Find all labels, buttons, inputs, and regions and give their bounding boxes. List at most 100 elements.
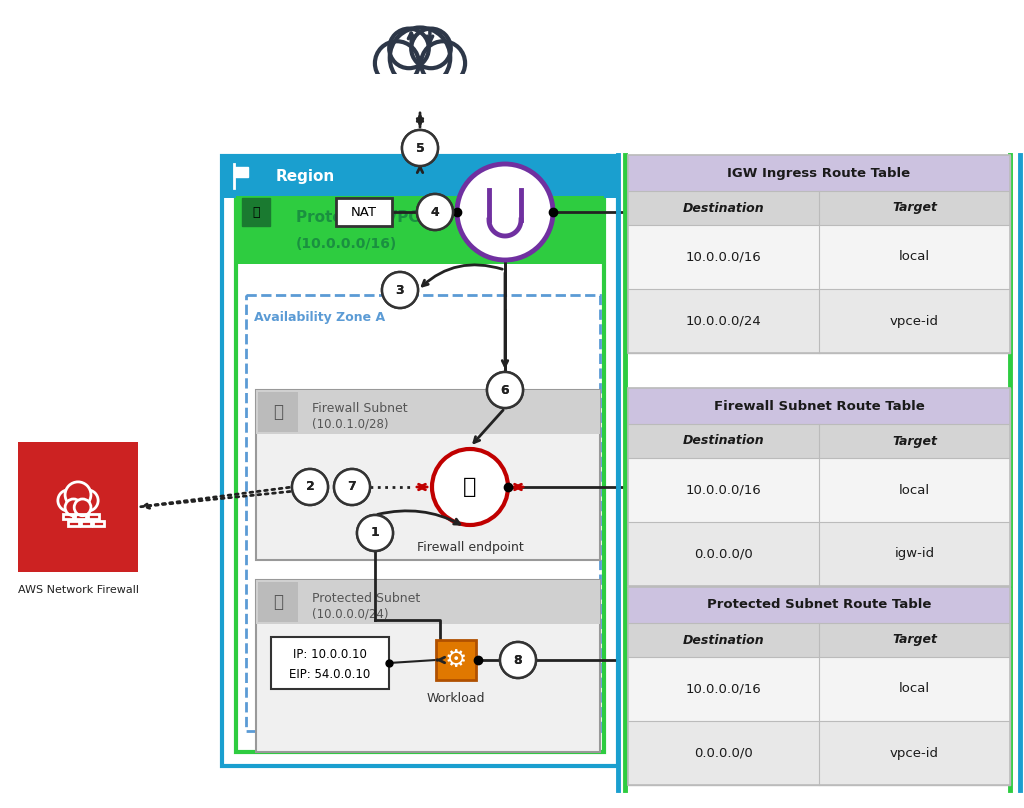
Text: (10.0.0.0/16): (10.0.0.0/16) <box>296 237 397 251</box>
Bar <box>436 640 476 680</box>
Circle shape <box>417 194 453 230</box>
Text: 1: 1 <box>371 527 379 540</box>
Bar <box>628 155 1010 353</box>
Bar <box>628 155 1010 353</box>
Bar <box>88 514 98 519</box>
Bar <box>258 392 298 432</box>
Bar <box>256 580 600 752</box>
Text: Firewall Subnet: Firewall Subnet <box>312 402 408 415</box>
Circle shape <box>357 515 393 551</box>
Circle shape <box>390 27 451 88</box>
Bar <box>628 388 1010 424</box>
Bar <box>18 442 138 572</box>
Text: vpce-id: vpce-id <box>890 747 939 760</box>
Bar <box>628 388 1010 586</box>
Circle shape <box>58 490 79 511</box>
Bar <box>628 587 1010 785</box>
Text: Target: Target <box>892 633 937 646</box>
Text: 🖥: 🖥 <box>273 403 283 421</box>
Bar <box>222 156 618 766</box>
Text: Protected VPC: Protected VPC <box>296 211 420 225</box>
Text: AWS Network Firewall: AWS Network Firewall <box>17 585 138 595</box>
Circle shape <box>66 499 82 516</box>
Text: 8: 8 <box>514 654 522 667</box>
Bar <box>628 155 1010 191</box>
Text: IGW Ingress Route Table: IGW Ingress Route Table <box>727 166 910 179</box>
Text: NAT: NAT <box>351 205 377 218</box>
Text: 🔒: 🔒 <box>252 205 260 218</box>
Text: 🌐: 🌐 <box>273 593 283 611</box>
Circle shape <box>421 41 465 86</box>
Circle shape <box>77 490 98 511</box>
Text: 7: 7 <box>347 481 356 494</box>
Circle shape <box>334 469 370 505</box>
Text: ⚙: ⚙ <box>444 648 467 672</box>
Circle shape <box>74 499 91 516</box>
Text: Protected Subnet: Protected Subnet <box>312 591 420 604</box>
Text: Target: Target <box>892 435 937 448</box>
Bar <box>628 721 1010 785</box>
Circle shape <box>382 272 418 308</box>
Circle shape <box>382 272 418 308</box>
Circle shape <box>500 642 536 678</box>
FancyArrow shape <box>234 167 248 177</box>
Bar <box>236 196 604 752</box>
Bar <box>271 637 389 689</box>
Text: local: local <box>899 250 930 263</box>
Bar <box>628 587 1010 623</box>
Text: Workload: Workload <box>427 692 485 705</box>
Text: 6: 6 <box>501 384 509 397</box>
Circle shape <box>457 164 553 260</box>
Bar <box>256 390 600 434</box>
Text: 2: 2 <box>305 481 314 494</box>
Text: 7: 7 <box>347 481 356 494</box>
Text: Destination: Destination <box>683 633 764 646</box>
Bar <box>258 582 298 622</box>
Bar <box>628 522 1010 586</box>
Text: 5: 5 <box>416 141 424 154</box>
Text: (10.0.1.0/28): (10.0.1.0/28) <box>312 418 388 431</box>
Text: 3: 3 <box>395 284 404 297</box>
Circle shape <box>500 642 536 678</box>
Text: Protected Subnet Route Table: Protected Subnet Route Table <box>707 599 931 612</box>
Text: Firewall endpoint: Firewall endpoint <box>417 541 523 553</box>
Circle shape <box>487 372 523 408</box>
Bar <box>236 196 604 264</box>
Bar <box>628 623 1010 657</box>
Text: 10.0.0.0/16: 10.0.0.0/16 <box>686 483 762 496</box>
Text: Availability Zone A: Availability Zone A <box>254 310 385 323</box>
Text: Destination: Destination <box>683 435 764 448</box>
Bar <box>628 424 1010 458</box>
Text: vpce-id: vpce-id <box>890 314 939 327</box>
Bar <box>628 388 1010 586</box>
Text: 10.0.0.0/24: 10.0.0.0/24 <box>686 314 762 327</box>
Text: 3: 3 <box>395 284 404 297</box>
Bar <box>336 198 392 226</box>
Text: igw-id: igw-id <box>894 548 935 561</box>
Text: 2: 2 <box>305 481 314 494</box>
Bar <box>62 514 74 519</box>
Bar <box>76 514 86 519</box>
Bar <box>256 580 600 624</box>
Circle shape <box>292 469 328 505</box>
Text: 10.0.0.0/16: 10.0.0.0/16 <box>686 683 762 696</box>
Bar <box>93 521 104 527</box>
Bar <box>69 521 79 527</box>
Text: (10.0.0.0/24): (10.0.0.0/24) <box>312 608 388 621</box>
Bar <box>628 458 1010 522</box>
Text: 5: 5 <box>416 141 424 154</box>
Circle shape <box>357 515 393 551</box>
Bar <box>628 289 1010 353</box>
Text: local: local <box>899 683 930 696</box>
Bar <box>628 191 1010 225</box>
Circle shape <box>402 130 438 166</box>
Bar <box>246 295 600 731</box>
Text: 🔥: 🔥 <box>463 477 477 497</box>
Text: EIP: 54.0.0.10: EIP: 54.0.0.10 <box>290 667 371 680</box>
Text: 10.0.0.0/16: 10.0.0.0/16 <box>686 250 762 263</box>
Text: IP: 10.0.0.10: IP: 10.0.0.10 <box>293 647 367 660</box>
Bar <box>628 657 1010 721</box>
Circle shape <box>487 372 523 408</box>
Bar <box>81 521 91 527</box>
Text: Firewall Subnet Route Table: Firewall Subnet Route Table <box>714 399 925 413</box>
